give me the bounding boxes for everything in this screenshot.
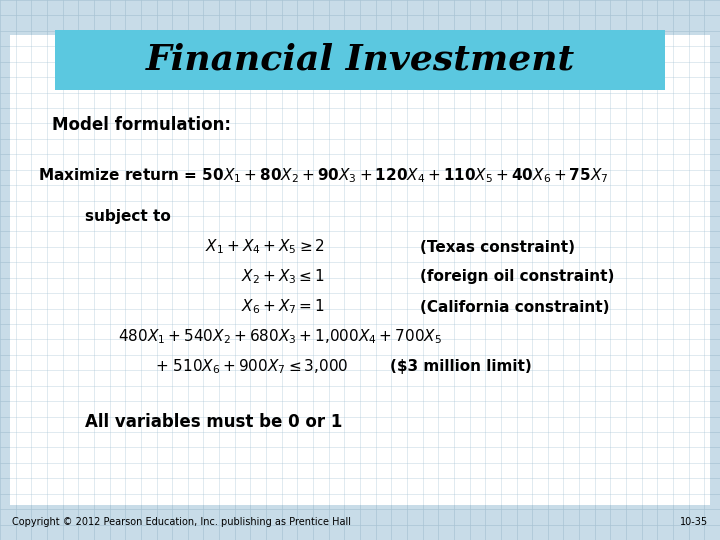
Text: All variables must be 0 or 1: All variables must be 0 or 1 <box>85 413 343 431</box>
FancyBboxPatch shape <box>10 35 710 505</box>
Text: 10-35: 10-35 <box>680 517 708 527</box>
Text: (foreign oil constraint): (foreign oil constraint) <box>420 269 614 285</box>
Text: Financial Investment: Financial Investment <box>145 43 575 77</box>
Text: $+ \ 510X_6 + 900X_7 \leq 3{,}000$: $+ \ 510X_6 + 900X_7 \leq 3{,}000$ <box>155 357 348 376</box>
Text: subject to: subject to <box>85 210 171 225</box>
FancyBboxPatch shape <box>55 30 665 90</box>
Text: $X_2 + X_3 \leq 1$: $X_2 + X_3 \leq 1$ <box>241 268 325 286</box>
Text: $X_1 + X_4 + X_5 \geq 2$: $X_1 + X_4 + X_5 \geq 2$ <box>205 238 325 256</box>
Text: (California constraint): (California constraint) <box>420 300 610 314</box>
Text: $X_6 + X_7 = 1$: $X_6 + X_7 = 1$ <box>241 298 325 316</box>
Text: Maximize return = $\mathbf{50}X_1 + \mathbf{80}X_2 + \mathbf{90}X_3 + \mathbf{12: Maximize return = $\mathbf{50}X_1 + \mat… <box>38 167 608 185</box>
Text: (Texas constraint): (Texas constraint) <box>420 240 575 254</box>
Text: $480X_1 + 540X_2 + 680X_3 + 1{,}000X_4 + 700X_5$: $480X_1 + 540X_2 + 680X_3 + 1{,}000X_4 +… <box>118 328 442 346</box>
Text: Copyright © 2012 Pearson Education, Inc. publishing as Prentice Hall: Copyright © 2012 Pearson Education, Inc.… <box>12 517 351 527</box>
Text: Model formulation:: Model formulation: <box>52 116 231 134</box>
Text: ($3 million limit): ($3 million limit) <box>390 360 532 375</box>
